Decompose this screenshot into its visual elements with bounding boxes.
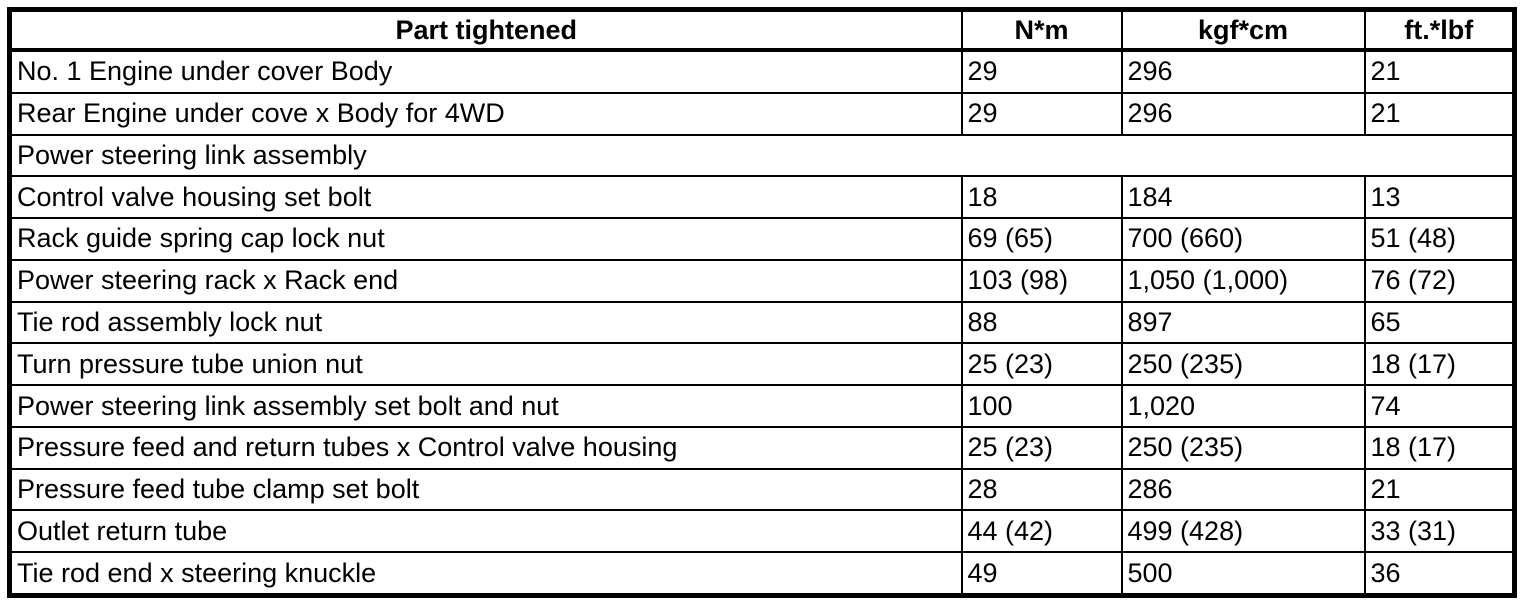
cell-ftlbf: 13 <box>1363 175 1516 220</box>
cell-ftlbf: 65 <box>1363 300 1516 345</box>
cell-kgfcm: 286 <box>1120 467 1366 512</box>
cell-nm: 49 <box>960 551 1123 597</box>
table-row: Rear Engine under cove x Body for 4WD 29… <box>8 91 1516 136</box>
table-row: Tie rod assembly lock nut 88 897 65 <box>8 300 1516 345</box>
table-row: Rack guide spring cap lock nut 69 (65) 7… <box>8 217 1516 261</box>
table-header-row: Part tightened N*m kgf*cm ft.*lbf <box>8 8 1516 52</box>
header-ftlbf: ft.*lbf <box>1363 8 1516 52</box>
cell-part: Tie rod end x steering knuckle <box>8 551 963 597</box>
cell-part: Outlet return tube <box>8 509 963 554</box>
cell-kgfcm: 1,020 <box>1120 384 1366 428</box>
cell-nm: 28 <box>960 467 1123 512</box>
cell-nm: 103 (98) <box>960 258 1123 303</box>
cell-ftlbf: 21 <box>1363 91 1516 136</box>
cell-kgfcm: 250 (235) <box>1120 425 1366 470</box>
cell-part: No. 1 Engine under cover Body <box>8 49 963 94</box>
cell-ftlbf: 74 <box>1363 384 1516 428</box>
cell-ftlbf: 21 <box>1363 49 1516 94</box>
cell-ftlbf: 76 (72) <box>1363 258 1516 303</box>
cell-nm: 88 <box>960 300 1123 345</box>
cell-kgfcm: 184 <box>1120 175 1366 220</box>
header-kgfcm: kgf*cm <box>1120 8 1366 52</box>
cell-nm: 29 <box>960 49 1123 94</box>
cell-kgfcm: 700 (660) <box>1120 217 1366 261</box>
cell-nm: 69 (65) <box>960 217 1123 261</box>
cell-part: Power steering link assembly set bolt an… <box>8 384 963 428</box>
cell-ftlbf: 21 <box>1363 467 1516 512</box>
cell-part: Pressure feed tube clamp set bolt <box>8 467 963 512</box>
cell-kgfcm: 499 (428) <box>1120 509 1366 554</box>
cell-part: Rack guide spring cap lock nut <box>8 217 963 261</box>
cell-nm: 100 <box>960 384 1123 428</box>
cell-ftlbf: 36 <box>1363 551 1516 597</box>
table-row: Control valve housing set bolt 18 184 13 <box>8 175 1516 220</box>
cell-ftlbf: 51 (48) <box>1363 217 1516 261</box>
cell-nm: 25 (23) <box>960 342 1123 387</box>
cell-kgfcm: 1,050 (1,000) <box>1120 258 1366 303</box>
cell-part: Tie rod assembly lock nut <box>8 300 963 345</box>
table-row: Power steering rack x Rack end 103 (98) … <box>8 258 1516 303</box>
table-row: Pressure feed and return tubes x Control… <box>8 425 1516 470</box>
header-part-tightened: Part tightened <box>8 8 963 52</box>
torque-spec-table: Part tightened N*m kgf*cm ft.*lbf No. 1 … <box>7 7 1517 598</box>
cell-ftlbf: 18 (17) <box>1363 342 1516 387</box>
cell-nm: 44 (42) <box>960 509 1123 554</box>
table-row: Pressure feed tube clamp set bolt 28 286… <box>8 467 1516 512</box>
cell-kgfcm: 250 (235) <box>1120 342 1366 387</box>
cell-part: Power steering rack x Rack end <box>8 258 963 303</box>
cell-ftlbf: 33 (31) <box>1363 509 1516 554</box>
table-row: Power steering link assembly set bolt an… <box>8 384 1516 428</box>
table-row: Tie rod end x steering knuckle 49 500 36 <box>8 551 1516 597</box>
table-row-section: Power steering link assembly <box>8 133 1516 178</box>
cell-kgfcm: 296 <box>1120 91 1366 136</box>
table-row: Turn pressure tube union nut 25 (23) 250… <box>8 342 1516 387</box>
cell-nm: 25 (23) <box>960 425 1123 470</box>
cell-part: Turn pressure tube union nut <box>8 342 963 387</box>
cell-kgfcm: 897 <box>1120 300 1366 345</box>
cell-nm: 18 <box>960 175 1123 220</box>
cell-kgfcm: 500 <box>1120 551 1366 597</box>
table-row: Outlet return tube 44 (42) 499 (428) 33 … <box>8 509 1516 554</box>
cell-nm: 29 <box>960 91 1123 136</box>
cell-part: Pressure feed and return tubes x Control… <box>8 425 963 470</box>
cell-kgfcm: 296 <box>1120 49 1366 94</box>
cell-part: Control valve housing set bolt <box>8 175 963 220</box>
cell-part-spanning: Power steering link assembly <box>8 133 1516 178</box>
table-row: No. 1 Engine under cover Body 29 296 21 <box>8 49 1516 94</box>
cell-ftlbf: 18 (17) <box>1363 425 1516 470</box>
header-nm: N*m <box>960 8 1123 52</box>
cell-part: Rear Engine under cove x Body for 4WD <box>8 91 963 136</box>
